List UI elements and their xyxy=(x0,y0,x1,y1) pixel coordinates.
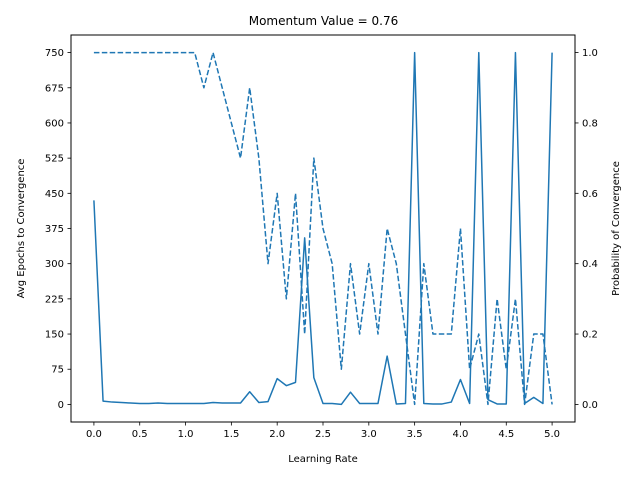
chart-title: Momentum Value = 0.76 xyxy=(249,14,399,28)
x-axis: 0.0 0.5 1.0 1.5 2.0 2.5 3.0 3.5 4.0 4.5 5.0 xyxy=(86,422,560,440)
series-line-epochs xyxy=(93,51,553,406)
left-y-tick-label: 225 xyxy=(45,294,64,305)
x-tick-label: 0.5 xyxy=(132,429,148,440)
left-y-axis: 0 75 150 225 300 375 450 525 600 675 750 xyxy=(45,48,71,411)
right-y-tick-label: 1.0 xyxy=(582,48,598,59)
left-y-tick-label: 150 xyxy=(45,330,64,341)
x-tick-label: 4.0 xyxy=(453,429,469,440)
x-tick-label: 5.0 xyxy=(544,429,560,440)
left-y-tick-label: 750 xyxy=(45,48,64,59)
right-y-tick-label: 0.2 xyxy=(582,330,598,341)
left-y-tick-label: 0 xyxy=(58,400,64,411)
right-y-axis-label: Probability of Convergence xyxy=(611,161,622,296)
left-y-tick-label: 675 xyxy=(45,83,64,94)
left-y-tick-label: 300 xyxy=(45,259,64,270)
left-y-tick-label: 450 xyxy=(45,189,64,200)
right-y-tick-label: 0.8 xyxy=(582,118,598,129)
x-tick-label: 3.0 xyxy=(361,429,377,440)
x-tick-label: 2.0 xyxy=(269,429,285,440)
left-y-tick-label: 375 xyxy=(45,224,64,235)
right-y-tick-label: 0.4 xyxy=(582,259,598,270)
left-y-tick-label: 600 xyxy=(45,118,64,129)
right-y-tick-label: 0.6 xyxy=(582,189,598,200)
left-y-axis-label: Avg Epochs to Convergence xyxy=(16,159,27,299)
x-tick-label: 2.5 xyxy=(315,429,331,440)
left-y-tick-label: 75 xyxy=(51,365,64,376)
x-tick-label: 4.5 xyxy=(498,429,514,440)
series-line-probability xyxy=(93,51,553,406)
x-tick-label: 1.5 xyxy=(223,429,239,440)
right-y-axis: 0.0 0.2 0.4 0.6 0.8 1.0 xyxy=(575,48,598,411)
x-tick-label: 1.0 xyxy=(178,429,194,440)
x-axis-label: Learning Rate xyxy=(288,454,358,465)
x-tick-label: 3.5 xyxy=(407,429,423,440)
right-y-tick-label: 0.0 xyxy=(582,400,598,411)
left-y-tick-label: 525 xyxy=(45,154,64,165)
x-tick-label: 0.0 xyxy=(86,429,102,440)
plot-series-group xyxy=(93,51,553,406)
